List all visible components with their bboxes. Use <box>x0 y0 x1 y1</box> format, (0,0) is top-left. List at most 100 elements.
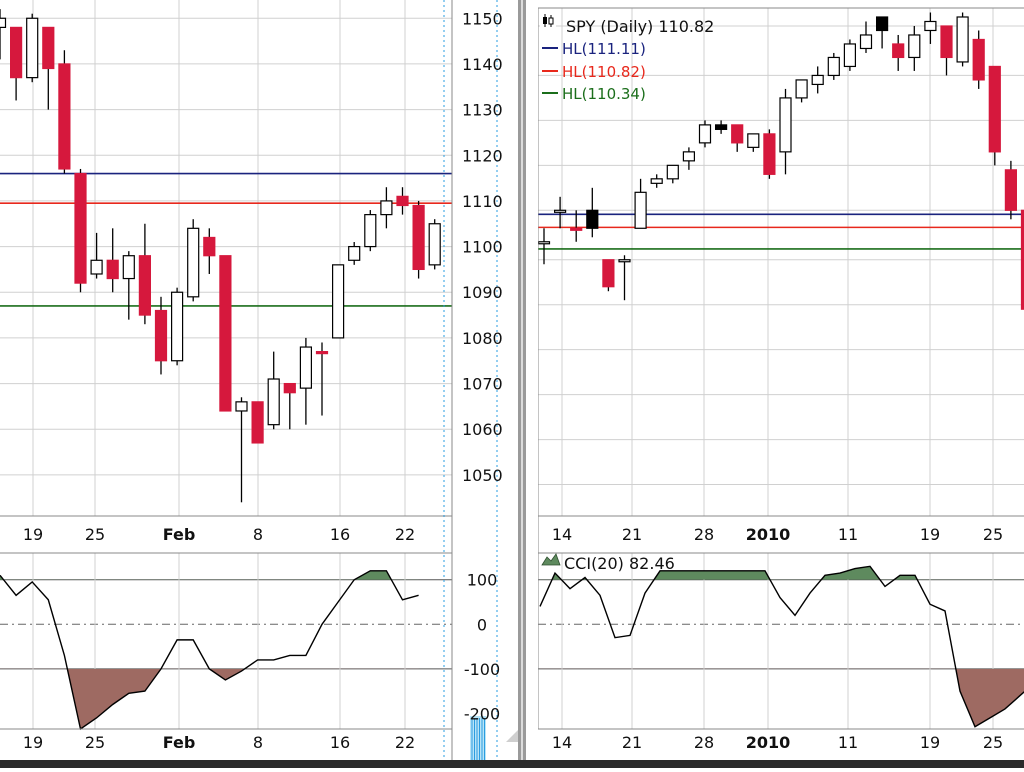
candle <box>1005 161 1016 219</box>
y-tick-label: 1060 <box>462 420 503 439</box>
x-tick-label: 2010 <box>746 525 791 544</box>
x-tick-label: 8 <box>253 525 263 544</box>
x-tick-label: 21 <box>622 525 642 544</box>
window-separator-highlight <box>521 0 523 768</box>
candle-body <box>748 134 759 147</box>
candle-body <box>539 242 550 244</box>
candle-body <box>59 64 70 169</box>
candle-body <box>909 35 920 57</box>
candle-body <box>828 57 839 75</box>
candle-body <box>844 44 855 66</box>
candle-body <box>764 134 775 174</box>
candle <box>59 50 70 173</box>
candle-body <box>268 379 279 425</box>
x-tick-label: Feb <box>163 525 196 544</box>
candle <box>252 402 263 443</box>
candle-body <box>667 165 678 178</box>
candle <box>27 14 38 82</box>
candle-body <box>252 402 263 443</box>
legend-hl-blue: HL(111.11) <box>562 40 646 58</box>
candle-body <box>91 260 102 274</box>
candle-body <box>941 26 952 57</box>
candle-body <box>571 228 582 230</box>
candle-body <box>349 247 360 261</box>
candle <box>75 169 86 292</box>
candle-body <box>812 75 823 84</box>
candle-body <box>139 256 150 315</box>
candle-body <box>333 265 344 338</box>
right-left-margin <box>526 0 538 768</box>
candle-body <box>156 311 167 361</box>
candle <box>365 210 376 251</box>
candle <box>973 30 984 88</box>
candle-body <box>973 39 984 79</box>
x-tick-label: 11 <box>838 525 858 544</box>
x-tick-label: 25 <box>983 733 1003 752</box>
candle-body <box>429 224 440 265</box>
candle-body <box>651 179 662 183</box>
cci-tick-label: 0 <box>477 615 487 634</box>
x-tick-label: 21 <box>622 733 642 752</box>
candle-body <box>925 21 936 30</box>
x-tick-label: 25 <box>85 733 105 752</box>
candle-body <box>123 256 134 279</box>
candle-body <box>796 80 807 98</box>
candle-body <box>317 352 328 354</box>
x-tick-label: 28 <box>694 525 714 544</box>
candle-body <box>27 18 38 77</box>
candle-body <box>236 402 247 411</box>
candle-body <box>75 174 86 284</box>
x-tick-label: 8 <box>253 733 263 752</box>
candle <box>220 256 231 411</box>
candle-body <box>989 66 1000 151</box>
legend-hl-green: HL(110.34) <box>562 85 646 103</box>
candle-body <box>700 125 711 143</box>
cci-tick-label: -100 <box>464 660 500 679</box>
candle <box>828 53 839 80</box>
x-tick-label: 2010 <box>746 733 791 752</box>
x-tick-label: 19 <box>23 733 43 752</box>
y-tick-label: 1110 <box>462 192 503 211</box>
candle-body <box>284 384 295 393</box>
candle <box>957 12 968 66</box>
candle-body <box>220 256 231 411</box>
candle-body <box>300 347 311 388</box>
candle-body <box>172 292 183 360</box>
candle-body <box>619 260 630 262</box>
candle-body <box>603 260 614 287</box>
y-tick-label: 1130 <box>462 101 503 120</box>
candle-body <box>43 27 54 68</box>
cci-title: CCI(20) 82.46 <box>564 554 675 573</box>
candle-body <box>107 260 118 278</box>
y-tick-label: 1120 <box>462 146 503 165</box>
x-tick-label: 22 <box>395 733 415 752</box>
candle-body <box>861 35 872 48</box>
x-tick-label: 19 <box>920 525 940 544</box>
y-tick-label: 1070 <box>462 375 503 394</box>
x-tick-label: 14 <box>552 733 572 752</box>
y-tick-label: 1150 <box>462 9 503 28</box>
candle <box>429 219 440 269</box>
chart-title: SPY (Daily) 110.82 <box>566 17 714 36</box>
x-tick-label: 14 <box>552 525 572 544</box>
candle <box>603 260 614 291</box>
y-tick-label: 1050 <box>462 466 503 485</box>
cci-tick-label: -200 <box>464 704 500 723</box>
x-tick-label: Feb <box>163 733 196 752</box>
candle-body <box>555 210 566 212</box>
legend-hl-red: HL(110.82) <box>562 63 646 81</box>
candle <box>844 39 855 70</box>
candle-body <box>877 17 888 30</box>
candle-body <box>11 27 22 77</box>
x-tick-label: 19 <box>920 733 940 752</box>
y-tick-label: 1140 <box>462 55 503 74</box>
candle-body <box>716 125 727 129</box>
candle-body <box>587 210 598 228</box>
bottom-taskbar <box>0 760 1024 768</box>
candle <box>188 219 199 301</box>
candle-body <box>683 152 694 161</box>
candle-body <box>397 196 408 205</box>
candle-body <box>413 205 424 269</box>
